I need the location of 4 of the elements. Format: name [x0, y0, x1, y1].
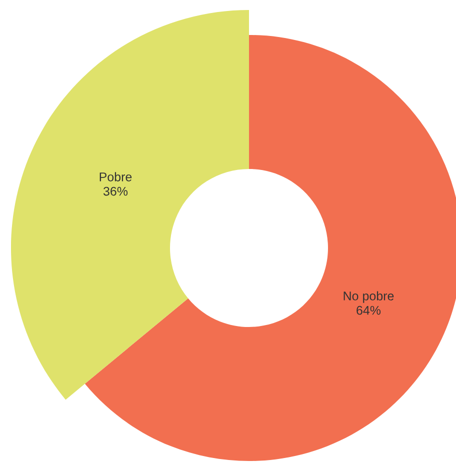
data-label: 36%	[103, 186, 128, 196]
slice-label: No pobre	[344, 291, 394, 303]
slice-label: Pobre	[100, 172, 132, 182]
data-label: 64%	[356, 306, 381, 315]
